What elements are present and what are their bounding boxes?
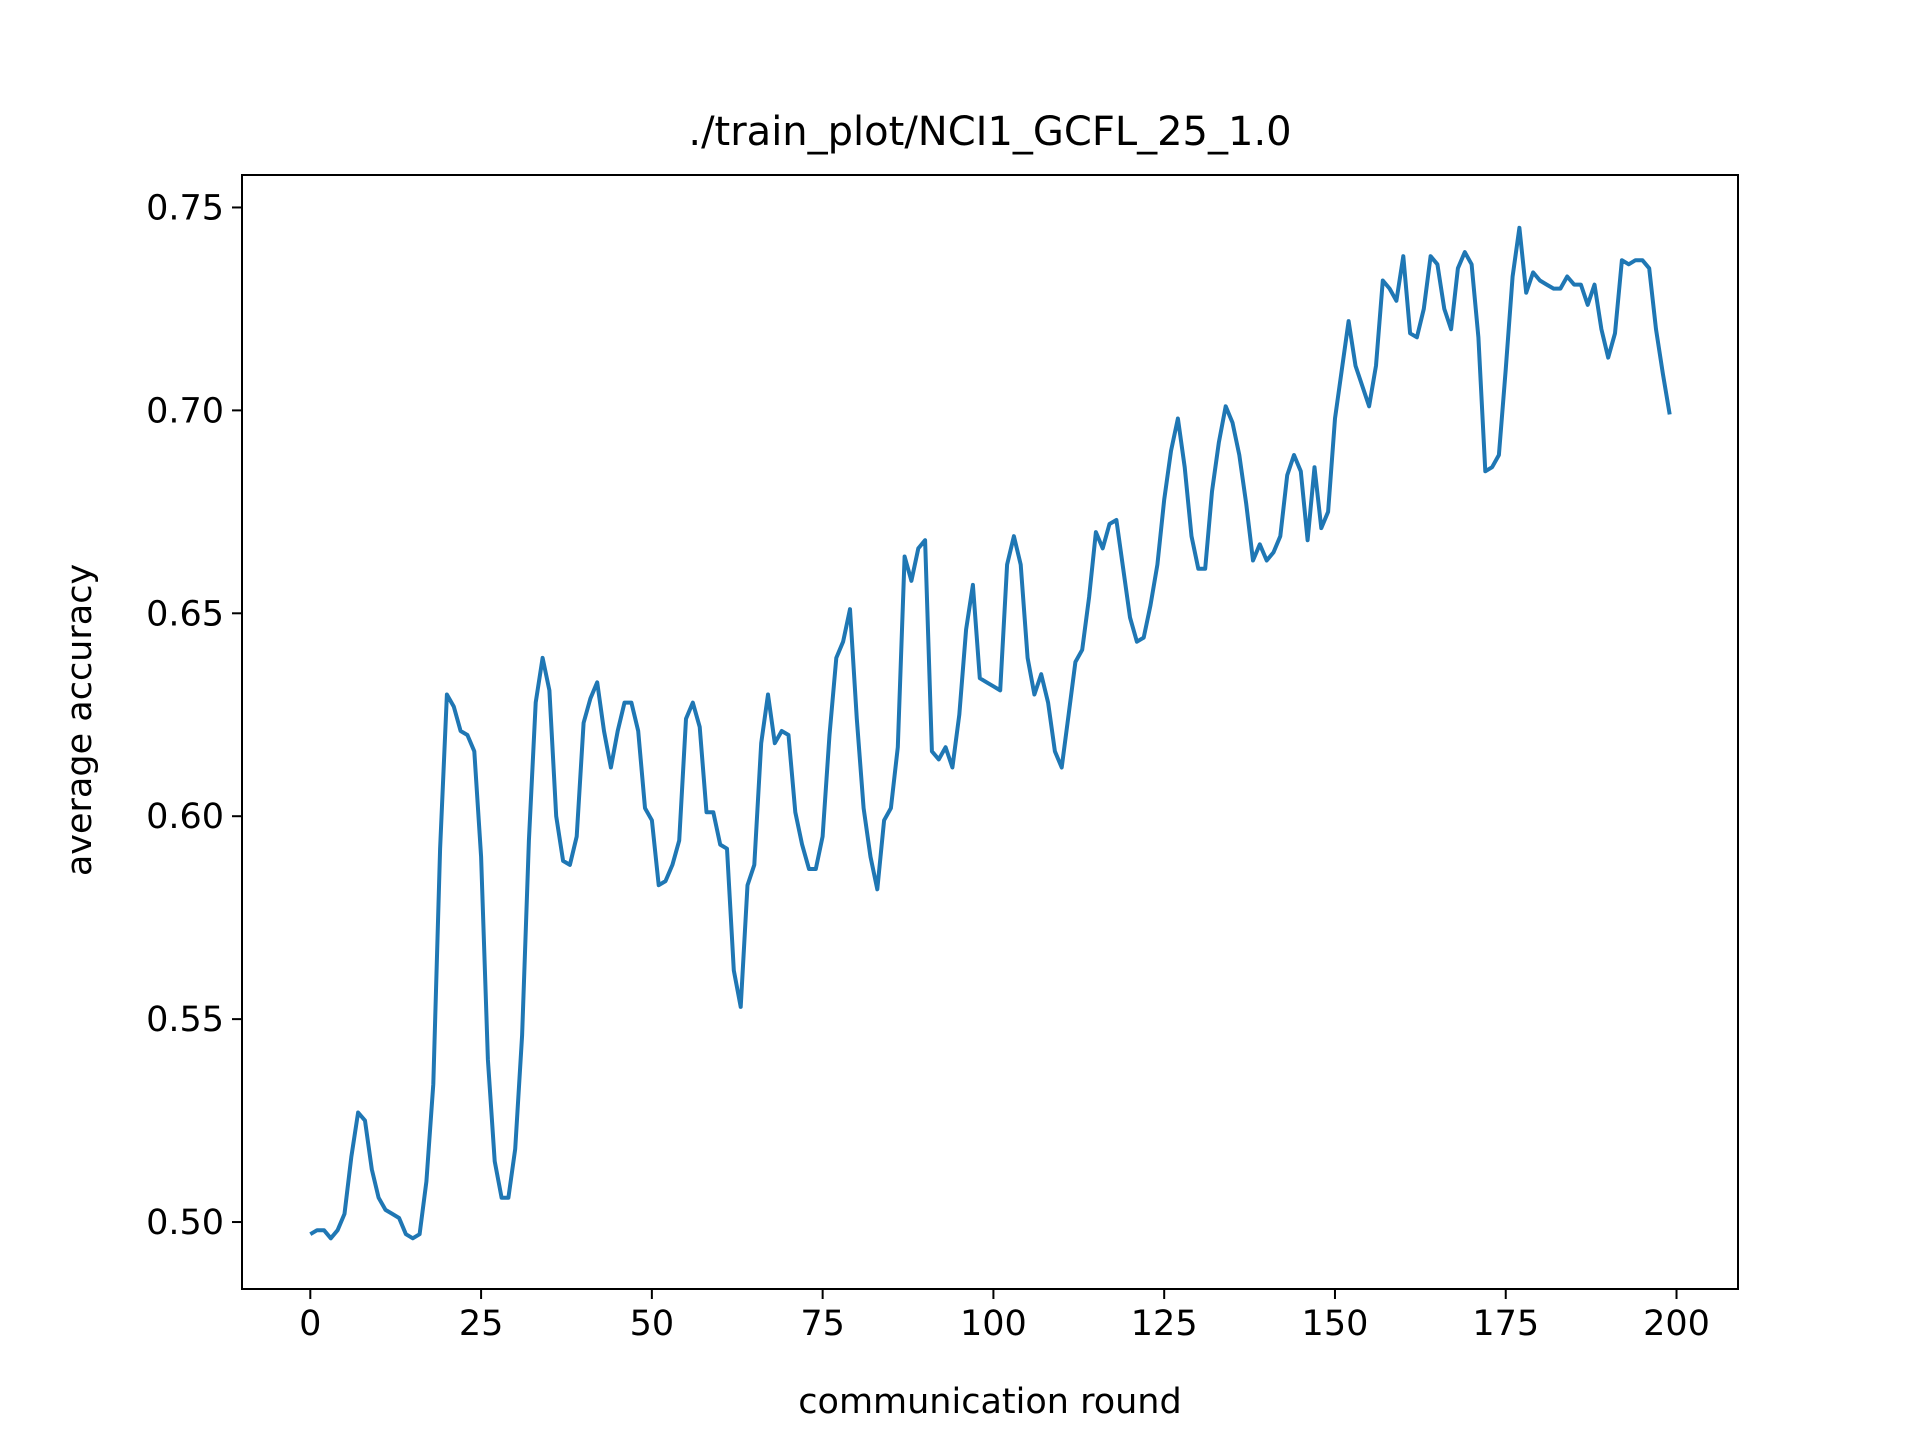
y-tick-label: 0.60 bbox=[146, 797, 224, 837]
chart-title: ./train_plot/NCI1_GCFL_25_1.0 bbox=[688, 109, 1291, 155]
y-tick-label: 0.75 bbox=[146, 188, 224, 228]
y-tick-label: 0.65 bbox=[146, 594, 224, 634]
y-axis: 0.50 0.55 0.60 0.65 0.70 0.75 bbox=[146, 188, 242, 1243]
x-axis: 0 25 50 75 100 125 150 175 200 bbox=[299, 1289, 1710, 1344]
x-tick-label: 75 bbox=[800, 1304, 845, 1344]
y-tick-label: 0.70 bbox=[146, 391, 224, 431]
x-axis-label: communication round bbox=[798, 1382, 1181, 1422]
axes-frame bbox=[241, 174, 1739, 1290]
y-tick-label: 0.50 bbox=[146, 1203, 224, 1243]
x-tick-label: 100 bbox=[960, 1304, 1027, 1344]
y-tick-label: 0.55 bbox=[146, 1000, 224, 1040]
x-tick-label: 150 bbox=[1302, 1304, 1369, 1344]
x-tick-label: 125 bbox=[1131, 1304, 1198, 1344]
y-axis-label: average accuracy bbox=[60, 564, 100, 876]
x-tick-label: 25 bbox=[459, 1304, 504, 1344]
x-tick-label: 200 bbox=[1643, 1304, 1710, 1344]
x-tick-label: 175 bbox=[1472, 1304, 1539, 1344]
series-line-0 bbox=[309, 225, 1672, 1241]
plot-layer bbox=[309, 225, 1672, 1241]
x-tick-label: 50 bbox=[630, 1304, 675, 1344]
x-tick-label: 0 bbox=[299, 1304, 321, 1344]
